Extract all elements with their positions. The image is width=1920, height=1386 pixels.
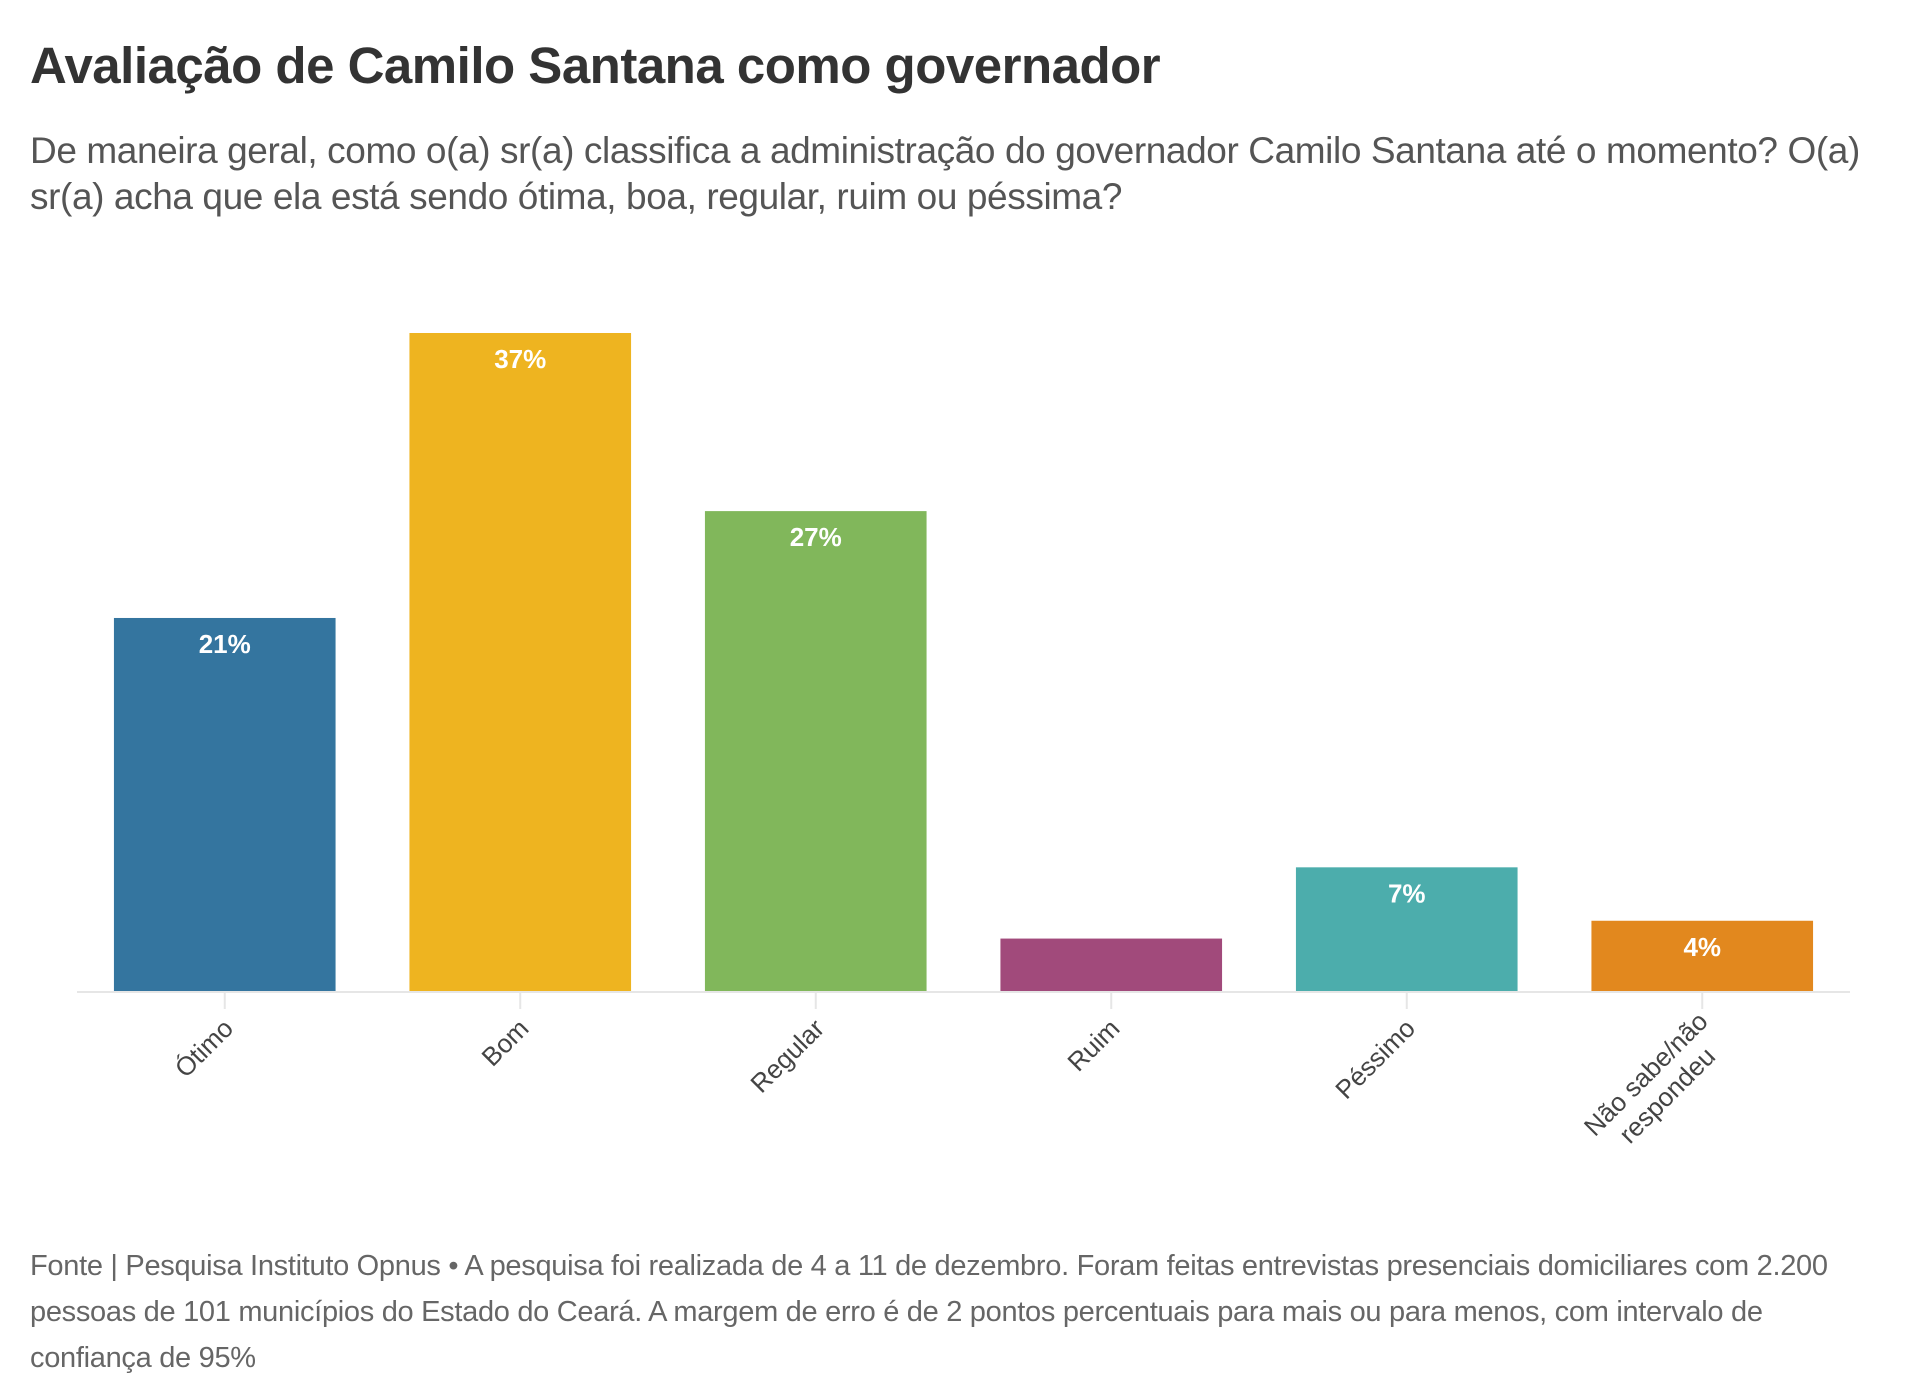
bar-value-label-pessimo: 7% xyxy=(1388,878,1426,908)
source-note: Fonte | Pesquisa Instituto Opnus • A pes… xyxy=(30,1250,1828,1374)
bar-value-label-nao-sabe-nao-respondeu: 4% xyxy=(1683,932,1721,962)
x-tick-label-nao-sabe-nao-respondeu: Não sabe/nãorespondeu xyxy=(1578,1006,1735,1163)
x-tick-label-line: Regular xyxy=(744,1013,830,1099)
x-tick-label-line: Ótimo xyxy=(169,1013,239,1083)
x-tick-label-pessimo: Péssimo xyxy=(1329,1013,1421,1105)
bar-regular xyxy=(704,511,927,992)
bar-chart: 21% 37% 27% 7% 4% Ótimo Bom Regular Ruim Péssimo… xyxy=(77,333,1850,1163)
bar-pessimo xyxy=(1295,867,1518,992)
bar-otimo xyxy=(113,617,336,992)
x-tick-label-bom: Bom xyxy=(475,1013,534,1072)
chart-subtitle: De maneira geral, como o(a) sr(a) classi… xyxy=(30,130,1860,217)
bar-value-label-otimo: 21% xyxy=(199,629,251,659)
x-tick-label-line: Ruim xyxy=(1061,1013,1125,1077)
x-tick-label-otimo: Ótimo xyxy=(169,1013,239,1083)
chart-title: Avaliação de Camilo Santana como governa… xyxy=(30,37,1161,94)
x-tick-label-line: Péssimo xyxy=(1329,1013,1421,1105)
bar-value-label-bom: 37% xyxy=(494,344,546,374)
x-ticks-group: Ótimo Bom Regular Ruim Péssimo Não sabe/nãore… xyxy=(169,992,1735,1163)
bars-group: 21% 37% 27% 7% 4% xyxy=(113,333,1814,992)
bar-value-label-regular: 27% xyxy=(790,522,842,552)
bar-nao-sabe-nao-respondeu xyxy=(1591,920,1814,992)
bar-bom xyxy=(409,333,632,992)
bar-ruim xyxy=(1000,938,1223,992)
x-tick-label-line: Bom xyxy=(475,1013,534,1072)
x-tick-label-regular: Regular xyxy=(744,1013,830,1099)
x-tick-label-ruim: Ruim xyxy=(1061,1013,1125,1077)
